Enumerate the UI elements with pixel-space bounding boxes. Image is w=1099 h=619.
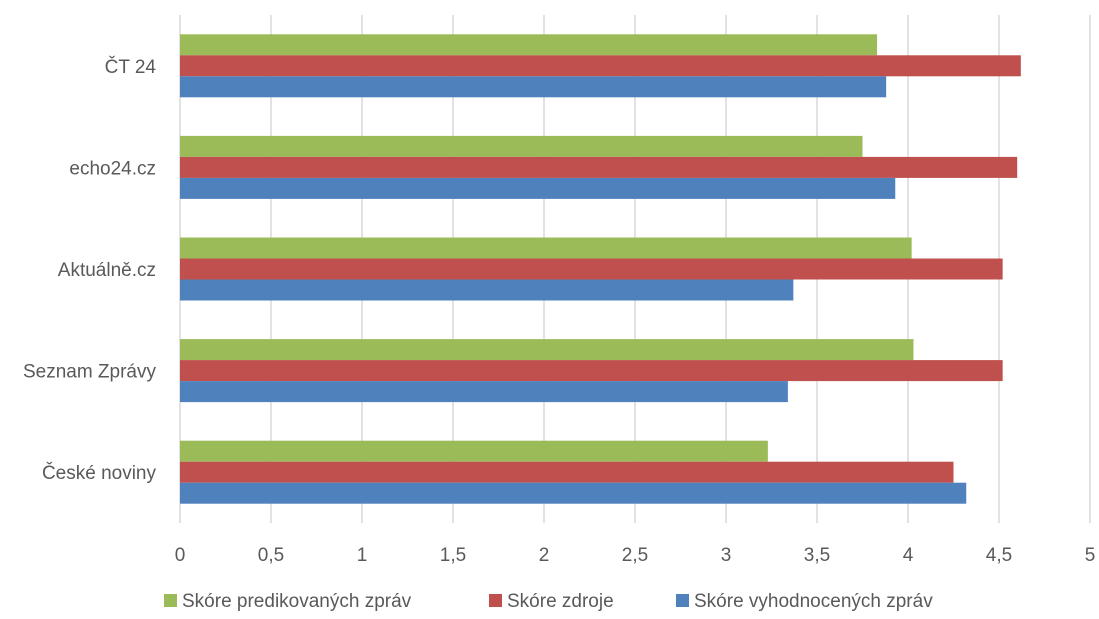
category-label: Aktuálně.cz [58, 260, 156, 281]
bar [180, 381, 788, 403]
x-tick-label: 4,5 [986, 545, 1012, 566]
category-label: echo24.cz [69, 158, 156, 179]
bar [180, 177, 896, 199]
x-tick-label: 0 [175, 545, 186, 566]
legend-label: Skóre vyhodnocených zpráv [694, 591, 933, 612]
bar [180, 135, 863, 157]
x-tick-label: 1,5 [440, 545, 466, 566]
bar [180, 461, 954, 483]
legend-swatch [676, 594, 689, 607]
bar [180, 279, 794, 301]
legend-label: Skóre predikovaných zpráv [182, 591, 412, 612]
bar [180, 237, 912, 259]
bar [180, 360, 1003, 382]
bar [180, 482, 967, 504]
x-tick-label: 2 [539, 545, 550, 566]
x-tick-label: 0,5 [258, 545, 284, 566]
x-tick-label: 3,5 [804, 545, 830, 566]
category-label: Seznam Zprávy [23, 362, 157, 383]
bar [180, 34, 878, 56]
x-tick-label: 4 [903, 545, 914, 566]
bar [180, 258, 1003, 280]
category-label: České noviny [42, 462, 157, 484]
x-tick-label: 1 [357, 545, 368, 566]
bar [180, 440, 768, 462]
bar [180, 55, 1021, 77]
x-tick-label: 5 [1085, 545, 1096, 566]
bar [180, 339, 914, 361]
bar [180, 76, 887, 98]
x-tick-label: 3 [721, 545, 732, 566]
legend-swatch [164, 594, 177, 607]
x-tick-label: 2,5 [622, 545, 648, 566]
bar [180, 156, 1018, 178]
legend-label: Skóre zdroje [507, 591, 614, 612]
legend-swatch [489, 594, 502, 607]
category-label: ČT 24 [105, 56, 157, 78]
